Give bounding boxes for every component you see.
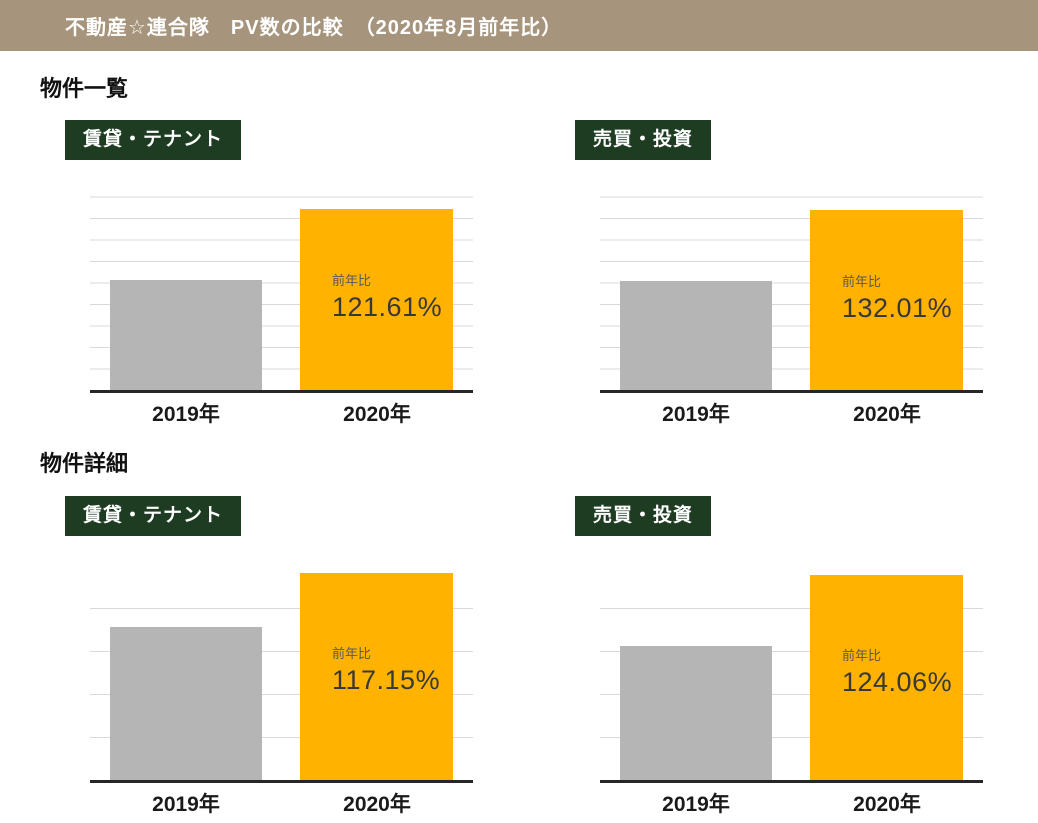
- x-axis-labels: 2019年 2020年: [90, 398, 473, 426]
- yoy-label: 前年比: [332, 646, 372, 662]
- section-property-detail: 物件詳細 賃貸・テナント 前年比 117.15% 2019年 2020年: [40, 451, 1038, 816]
- page-title: 不動産☆連合隊 PV数の比較 （2020年8月前年比）: [65, 17, 563, 39]
- yoy-value: 121.61%: [332, 292, 443, 323]
- bar-2020: 前年比 132.01%: [810, 210, 963, 390]
- chart-detail-rental: 賃貸・テナント 前年比 117.15% 2019年 2020年: [65, 476, 475, 816]
- yoy-annotation: 前年比 121.61%: [332, 270, 442, 323]
- section-property-list: 物件一覧 賃貸・テナント 前年比 121.61% 2019年 2020年: [40, 76, 1038, 426]
- bar-2019: [620, 281, 772, 390]
- plot-area: 前年比 121.61%: [90, 178, 473, 393]
- x-axis-labels: 2019年 2020年: [600, 788, 983, 816]
- section-title-property-detail: 物件詳細: [40, 451, 129, 476]
- plot-area: 前年比 124.06%: [600, 568, 983, 783]
- x-label-2020: 2020年: [853, 403, 921, 426]
- bar-2020: 前年比 124.06%: [810, 575, 963, 780]
- charts-row-property-list: 賃貸・テナント 前年比 121.61% 2019年 2020年 売買: [65, 101, 1038, 426]
- yoy-value: 124.06%: [842, 666, 953, 697]
- bar-2019: [620, 645, 772, 780]
- yoy-label: 前年比: [842, 274, 882, 290]
- chart-list-rental: 賃貸・テナント 前年比 121.61% 2019年 2020年: [65, 101, 475, 426]
- x-label-2019: 2019年: [662, 403, 730, 426]
- category-badge-sales-investment: 売買・投資: [575, 120, 712, 160]
- category-badge-rental-tenant: 賃貸・テナント: [65, 496, 242, 536]
- x-label-2019: 2019年: [152, 403, 220, 426]
- bar-2019: [110, 279, 262, 390]
- yoy-annotation: 前年比 124.06%: [842, 645, 952, 698]
- x-axis-labels: 2019年 2020年: [90, 788, 473, 816]
- chart-list-sales: 売買・投資 前年比 132.01% 2019年 2020年: [575, 101, 985, 426]
- plot-area: 前年比 132.01%: [600, 178, 983, 393]
- yoy-annotation: 前年比 117.15%: [332, 643, 440, 696]
- x-label-2020: 2020年: [343, 403, 411, 426]
- section-title-property-list: 物件一覧: [40, 76, 129, 101]
- category-badge-sales-investment: 売買・投資: [575, 496, 712, 536]
- chart-detail-sales: 売買・投資 前年比 124.06% 2019年 2020年: [575, 476, 985, 816]
- x-label-2019: 2019年: [662, 793, 730, 816]
- x-label-2020: 2020年: [853, 793, 921, 816]
- yoy-label: 前年比: [332, 273, 372, 289]
- charts-row-property-detail: 賃貸・テナント 前年比 117.15% 2019年 2020年 売買: [65, 476, 1038, 816]
- category-badge-rental-tenant: 賃貸・テナント: [65, 120, 242, 160]
- yoy-annotation: 前年比 132.01%: [842, 271, 952, 324]
- title-bar: 不動産☆連合隊 PV数の比較 （2020年8月前年比）: [0, 0, 1038, 51]
- report-body: 物件一覧 賃貸・テナント 前年比 121.61% 2019年 2020年: [0, 76, 1038, 816]
- plot-area: 前年比 117.15%: [90, 568, 473, 783]
- bar-2019: [110, 627, 262, 780]
- bar-2020: 前年比 121.61%: [300, 208, 453, 390]
- x-axis-labels: 2019年 2020年: [600, 398, 983, 426]
- bar-2020: 前年比 117.15%: [300, 572, 453, 780]
- yoy-value: 117.15%: [332, 665, 441, 696]
- yoy-label: 前年比: [842, 647, 882, 663]
- yoy-value: 132.01%: [842, 293, 953, 324]
- x-label-2020: 2020年: [343, 793, 411, 816]
- x-label-2019: 2019年: [152, 793, 220, 816]
